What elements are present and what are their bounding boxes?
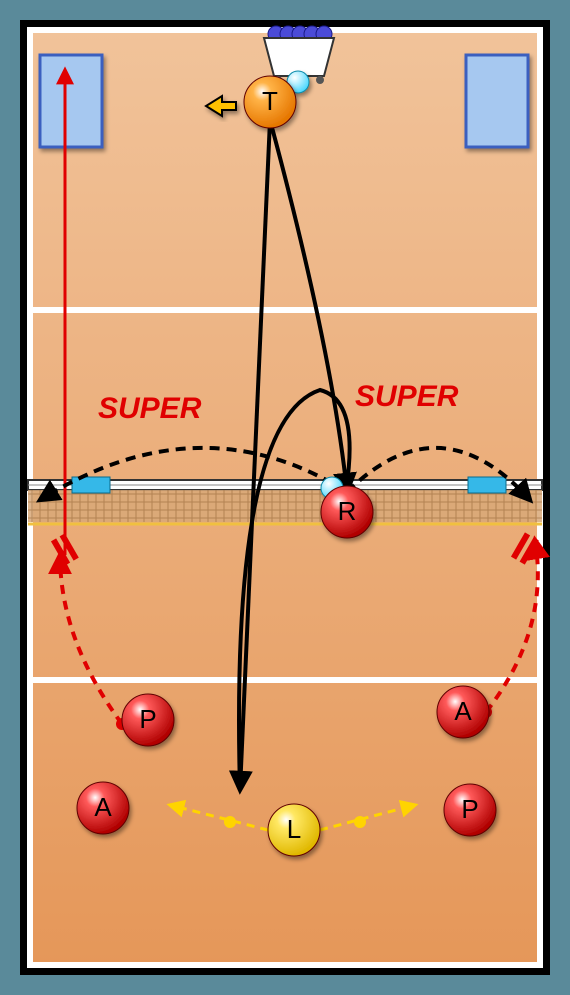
player-label-P2: P [461, 794, 478, 824]
diagram-root: SUPER SUPER T R P A A P L [0, 0, 570, 995]
label-super: SUPER [98, 392, 202, 425]
label-super: SUPER [355, 380, 459, 413]
player-label-A2: A [454, 696, 472, 726]
player-label-P1: P [139, 704, 156, 734]
player-label-A1: A [94, 792, 112, 822]
player-label-L: L [287, 814, 301, 844]
player-label-R: R [338, 496, 357, 526]
player-label-T: T [262, 86, 278, 116]
